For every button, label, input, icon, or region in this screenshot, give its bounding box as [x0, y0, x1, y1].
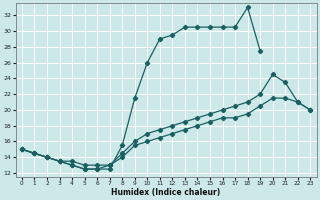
X-axis label: Humidex (Indice chaleur): Humidex (Indice chaleur): [111, 188, 221, 197]
